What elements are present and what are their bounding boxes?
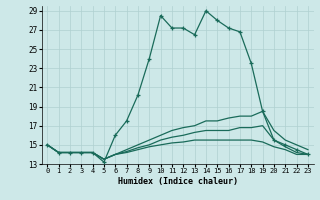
- X-axis label: Humidex (Indice chaleur): Humidex (Indice chaleur): [118, 177, 237, 186]
